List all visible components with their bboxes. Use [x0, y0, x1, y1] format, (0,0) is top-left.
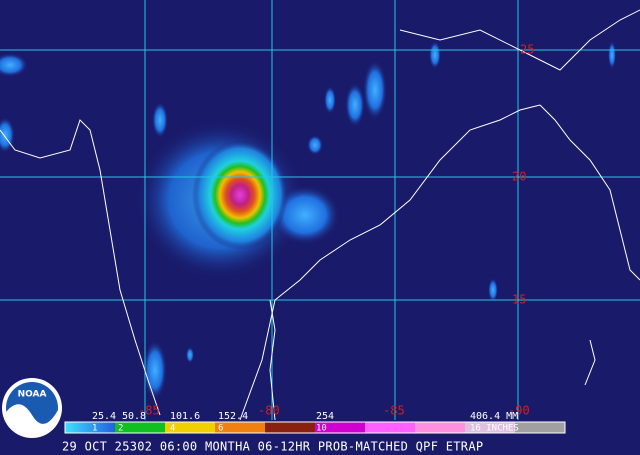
legend-inch: 6 [218, 424, 223, 434]
lon-label: -90 [508, 404, 530, 418]
legend-inch: 10 [316, 424, 327, 434]
lon-label: -85 [138, 404, 160, 418]
lat-label: 25 [520, 43, 534, 57]
legend-inch: 2 [118, 424, 123, 434]
precipitation [0, 41, 616, 400]
color-bar [64, 421, 566, 434]
lat-label: 15 [512, 293, 526, 307]
legend-mm: 50.8 [122, 411, 146, 422]
legend-inch: 16 INCHES [470, 424, 519, 434]
legend-inch: 4 [170, 424, 175, 434]
legend-mm: 152.4 [218, 411, 248, 422]
caption: 29 OCT 25302 06:00 MONTHA 06-12HR PROB-M… [62, 440, 483, 454]
lat-label: 20 [512, 170, 526, 184]
lon-label: -80 [258, 404, 280, 418]
lon-label: -85 [383, 404, 405, 418]
legend-mm: 25.4 [92, 411, 116, 422]
logo-text: NOAA [18, 390, 47, 400]
legend-mm: 101.6 [170, 411, 200, 422]
legend-mm: 406.4 MM [470, 411, 518, 422]
legend-inch: 1 [92, 424, 97, 434]
graticule [0, 0, 640, 420]
noaa-logo: NOAA [2, 378, 62, 438]
caption-bar [0, 439, 640, 455]
coastline [0, 9, 640, 421]
legend-mm: 254 [316, 411, 334, 422]
